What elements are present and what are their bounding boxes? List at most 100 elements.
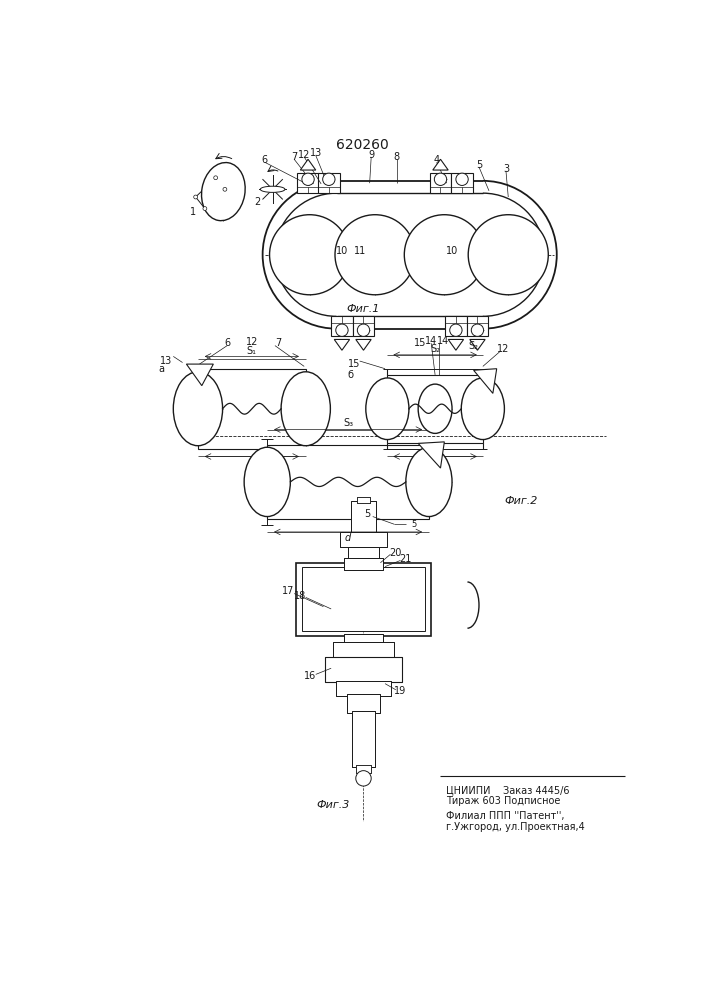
Bar	[348, 547, 379, 559]
Bar	[302, 567, 425, 631]
Bar	[351, 501, 376, 532]
Text: 4: 4	[433, 155, 440, 165]
Circle shape	[456, 173, 468, 185]
Bar	[340, 532, 387, 547]
Circle shape	[214, 176, 218, 180]
Text: S₁: S₁	[247, 346, 257, 356]
Text: 10: 10	[446, 246, 458, 256]
Bar	[198, 369, 305, 449]
Text: 13: 13	[310, 148, 322, 158]
Circle shape	[356, 771, 371, 786]
Text: 5: 5	[364, 509, 370, 519]
Bar	[344, 634, 382, 644]
Bar	[331, 316, 353, 336]
Bar	[351, 501, 376, 532]
Polygon shape	[196, 178, 225, 209]
Bar	[336, 681, 391, 696]
Text: б: б	[347, 370, 354, 380]
Polygon shape	[187, 364, 214, 386]
Polygon shape	[334, 339, 350, 350]
Bar	[357, 497, 370, 503]
Text: 1: 1	[189, 207, 196, 217]
Text: 18: 18	[294, 591, 306, 601]
Bar	[325, 657, 402, 682]
Circle shape	[203, 207, 207, 210]
Circle shape	[357, 324, 370, 336]
Text: S₂: S₂	[430, 344, 440, 354]
Polygon shape	[433, 159, 448, 170]
Text: 16: 16	[303, 671, 316, 681]
Bar	[445, 316, 467, 336]
Text: Тираж 603 Подписное: Тираж 603 Подписное	[446, 796, 560, 806]
Circle shape	[335, 215, 415, 295]
Bar	[267, 445, 429, 519]
Bar	[357, 497, 370, 503]
Text: 3: 3	[503, 164, 509, 174]
Circle shape	[194, 195, 197, 199]
Text: 13: 13	[160, 356, 172, 366]
Polygon shape	[356, 339, 371, 350]
Bar	[346, 694, 380, 713]
Text: 8: 8	[394, 152, 399, 162]
Bar	[325, 657, 402, 682]
Bar	[356, 765, 371, 773]
Text: 17: 17	[282, 586, 294, 596]
Polygon shape	[469, 339, 485, 350]
Text: 6: 6	[224, 338, 230, 348]
Polygon shape	[448, 339, 464, 350]
Text: 9: 9	[368, 150, 374, 160]
Circle shape	[404, 215, 484, 295]
Ellipse shape	[406, 447, 452, 517]
Polygon shape	[300, 159, 316, 170]
Bar	[344, 558, 382, 570]
Text: 15: 15	[414, 338, 426, 348]
Text: 5: 5	[411, 520, 416, 529]
Bar	[336, 681, 391, 696]
Bar	[296, 563, 431, 636]
Text: a: a	[158, 364, 164, 374]
Text: 620260: 620260	[337, 138, 389, 152]
Circle shape	[450, 324, 462, 336]
Text: S₃: S₃	[343, 418, 354, 428]
Text: d: d	[249, 458, 255, 468]
Circle shape	[336, 324, 348, 336]
Text: 12: 12	[497, 344, 509, 354]
Bar	[297, 173, 319, 193]
Text: 7: 7	[276, 338, 282, 348]
Text: 7: 7	[291, 152, 298, 162]
Bar	[467, 316, 489, 336]
Text: 15: 15	[348, 359, 361, 369]
Bar	[348, 547, 379, 559]
Ellipse shape	[418, 384, 452, 433]
Ellipse shape	[461, 378, 504, 440]
Bar	[344, 558, 382, 570]
Text: 19: 19	[395, 686, 407, 696]
Bar	[352, 711, 375, 767]
Text: 2: 2	[254, 197, 260, 207]
Circle shape	[302, 173, 314, 185]
Bar	[387, 375, 483, 443]
Bar	[451, 173, 473, 193]
Polygon shape	[474, 369, 497, 393]
Circle shape	[472, 324, 484, 336]
Text: 11: 11	[354, 246, 366, 256]
Text: d: d	[432, 458, 438, 468]
Text: Фиг.2: Фиг.2	[505, 496, 538, 506]
Text: Филиал ППП ''Патент'',: Филиал ППП ''Патент'',	[446, 811, 564, 821]
Text: 12: 12	[298, 150, 310, 160]
Text: Фиг.1: Фиг.1	[346, 304, 380, 314]
Ellipse shape	[281, 372, 330, 446]
Circle shape	[434, 173, 447, 185]
Circle shape	[223, 187, 227, 191]
Circle shape	[269, 215, 350, 295]
Text: 21: 21	[399, 554, 412, 564]
Bar	[340, 532, 387, 547]
Bar	[353, 558, 374, 563]
Bar	[356, 765, 371, 773]
Text: Фиг.3: Фиг.3	[316, 800, 349, 810]
Bar	[333, 642, 395, 659]
Text: 20: 20	[390, 548, 402, 558]
Text: 6: 6	[262, 155, 268, 165]
Text: 10: 10	[336, 246, 348, 256]
Ellipse shape	[366, 378, 409, 440]
